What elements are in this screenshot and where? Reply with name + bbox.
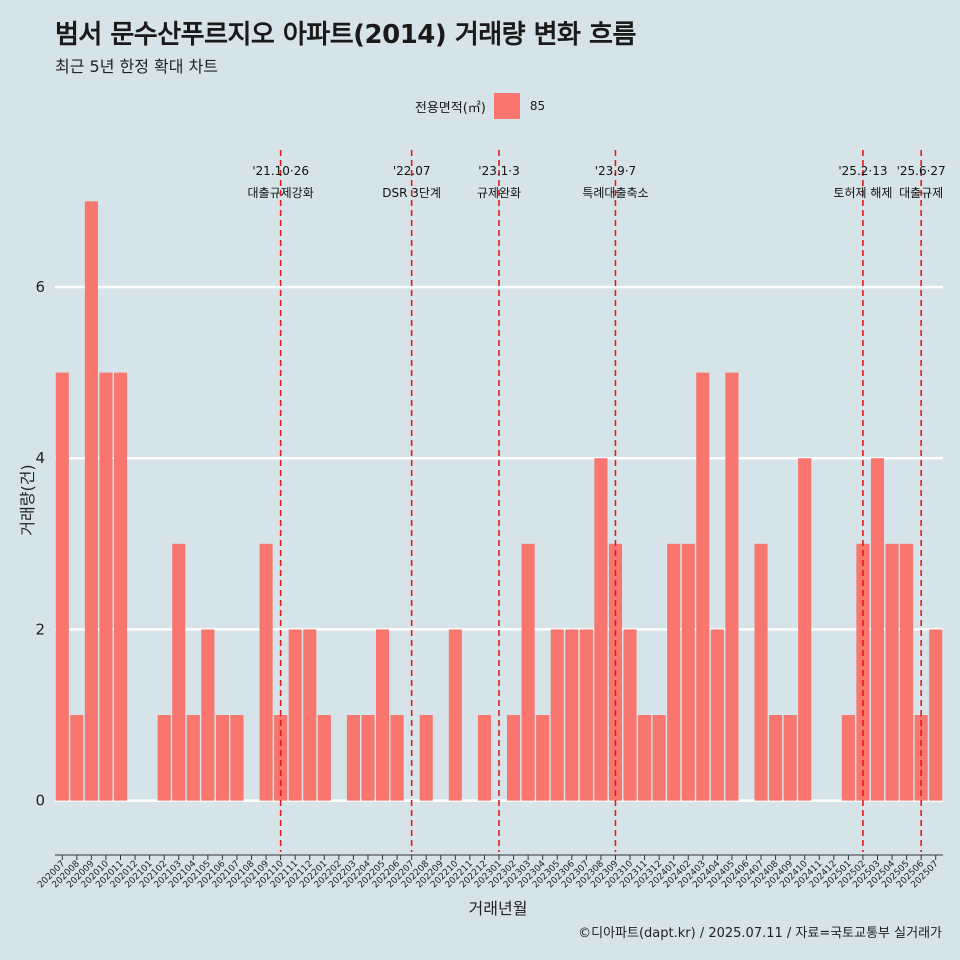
bar: [361, 715, 375, 801]
bar: [303, 629, 317, 801]
bar: [870, 458, 885, 801]
bar: [259, 543, 273, 801]
y-tick-label: 4: [35, 449, 45, 467]
bar: [783, 715, 797, 801]
bar: [375, 629, 390, 801]
y-axis: 0 2 4 6: [35, 278, 45, 810]
bar: [288, 629, 302, 801]
caption: ©디아파트(dapt.kr) / 2025.07.11 / 자료=국토교통부 실…: [578, 926, 942, 941]
bar: [521, 543, 535, 801]
bar: [215, 715, 229, 801]
y-tick-label: 6: [35, 278, 45, 296]
event-date-label: '25.2·13: [838, 164, 887, 178]
bar: [594, 458, 608, 801]
x-axis-title: 거래년월: [469, 899, 528, 918]
chart-title: 범서 문수산푸르지오 아파트(2014) 거래량 변화 흐름: [55, 20, 636, 50]
bar: [798, 458, 812, 801]
event-date-label: '23.1·3: [478, 164, 519, 178]
bar: [667, 543, 681, 801]
bar: [769, 715, 783, 801]
event-label: 대출규제: [899, 186, 943, 200]
event-label: 토허제 해제: [833, 186, 892, 200]
bar: [70, 715, 84, 801]
bar: [274, 715, 288, 801]
chart-subtitle: 최근 5년 한정 확대 차트: [55, 57, 219, 76]
event-date-label: '21.10·26: [252, 164, 309, 178]
bar: [113, 372, 128, 801]
y-axis-title: 거래량(건): [18, 464, 37, 535]
y-tick-label: 2: [35, 620, 45, 638]
event-date-label: '22.07: [393, 164, 431, 178]
event-label: DSR 3단계: [382, 186, 441, 200]
bar: [55, 372, 69, 801]
bar: [172, 543, 186, 801]
bar: [725, 372, 739, 801]
x-axis: 2020072020082020092020102020112020122021…: [36, 854, 943, 890]
event-date-label: '25.6·27: [897, 164, 946, 178]
bar: [84, 201, 98, 801]
bar: [696, 372, 710, 801]
bar: [346, 715, 360, 801]
y-tick-label: 0: [35, 792, 45, 810]
bar: [99, 372, 113, 801]
bar: [929, 629, 943, 801]
bar: [841, 715, 855, 801]
bar: [536, 715, 550, 801]
bar: [186, 715, 200, 801]
event-label: 특례대출축소: [582, 186, 648, 200]
event-label: 대출규제강화: [248, 186, 314, 200]
legend-swatch: [493, 93, 520, 119]
bar: [157, 715, 171, 801]
bar: [754, 543, 768, 801]
bar: [550, 629, 564, 801]
bar: [885, 543, 899, 801]
legend: 전용면적(㎡) 85: [0, 93, 960, 119]
bar: [448, 629, 462, 801]
bar: [419, 715, 433, 801]
bar: [681, 543, 695, 801]
bar: [710, 629, 724, 801]
bar: [623, 629, 637, 801]
bar: [390, 715, 404, 801]
bar: [201, 629, 215, 801]
bar: [317, 715, 331, 801]
bar: [507, 715, 521, 801]
event-markers: '21.10·26 대출규제강화 '22.07 DSR 3단계 '23.1·3 규제완화 '…: [248, 150, 946, 852]
bars: [55, 201, 943, 801]
bar: [652, 715, 666, 801]
bar: [638, 715, 652, 801]
event-label: 규제완화: [477, 186, 521, 200]
bar: [900, 543, 914, 801]
event-date-label: '23.9·7: [595, 164, 636, 178]
bar: [914, 715, 928, 801]
legend-title: 전용면적(㎡): [414, 100, 486, 116]
bar: [579, 629, 593, 801]
bar: [477, 715, 491, 801]
legend-label: 85: [529, 99, 546, 113]
bar: [565, 629, 579, 801]
bar: [230, 715, 244, 801]
